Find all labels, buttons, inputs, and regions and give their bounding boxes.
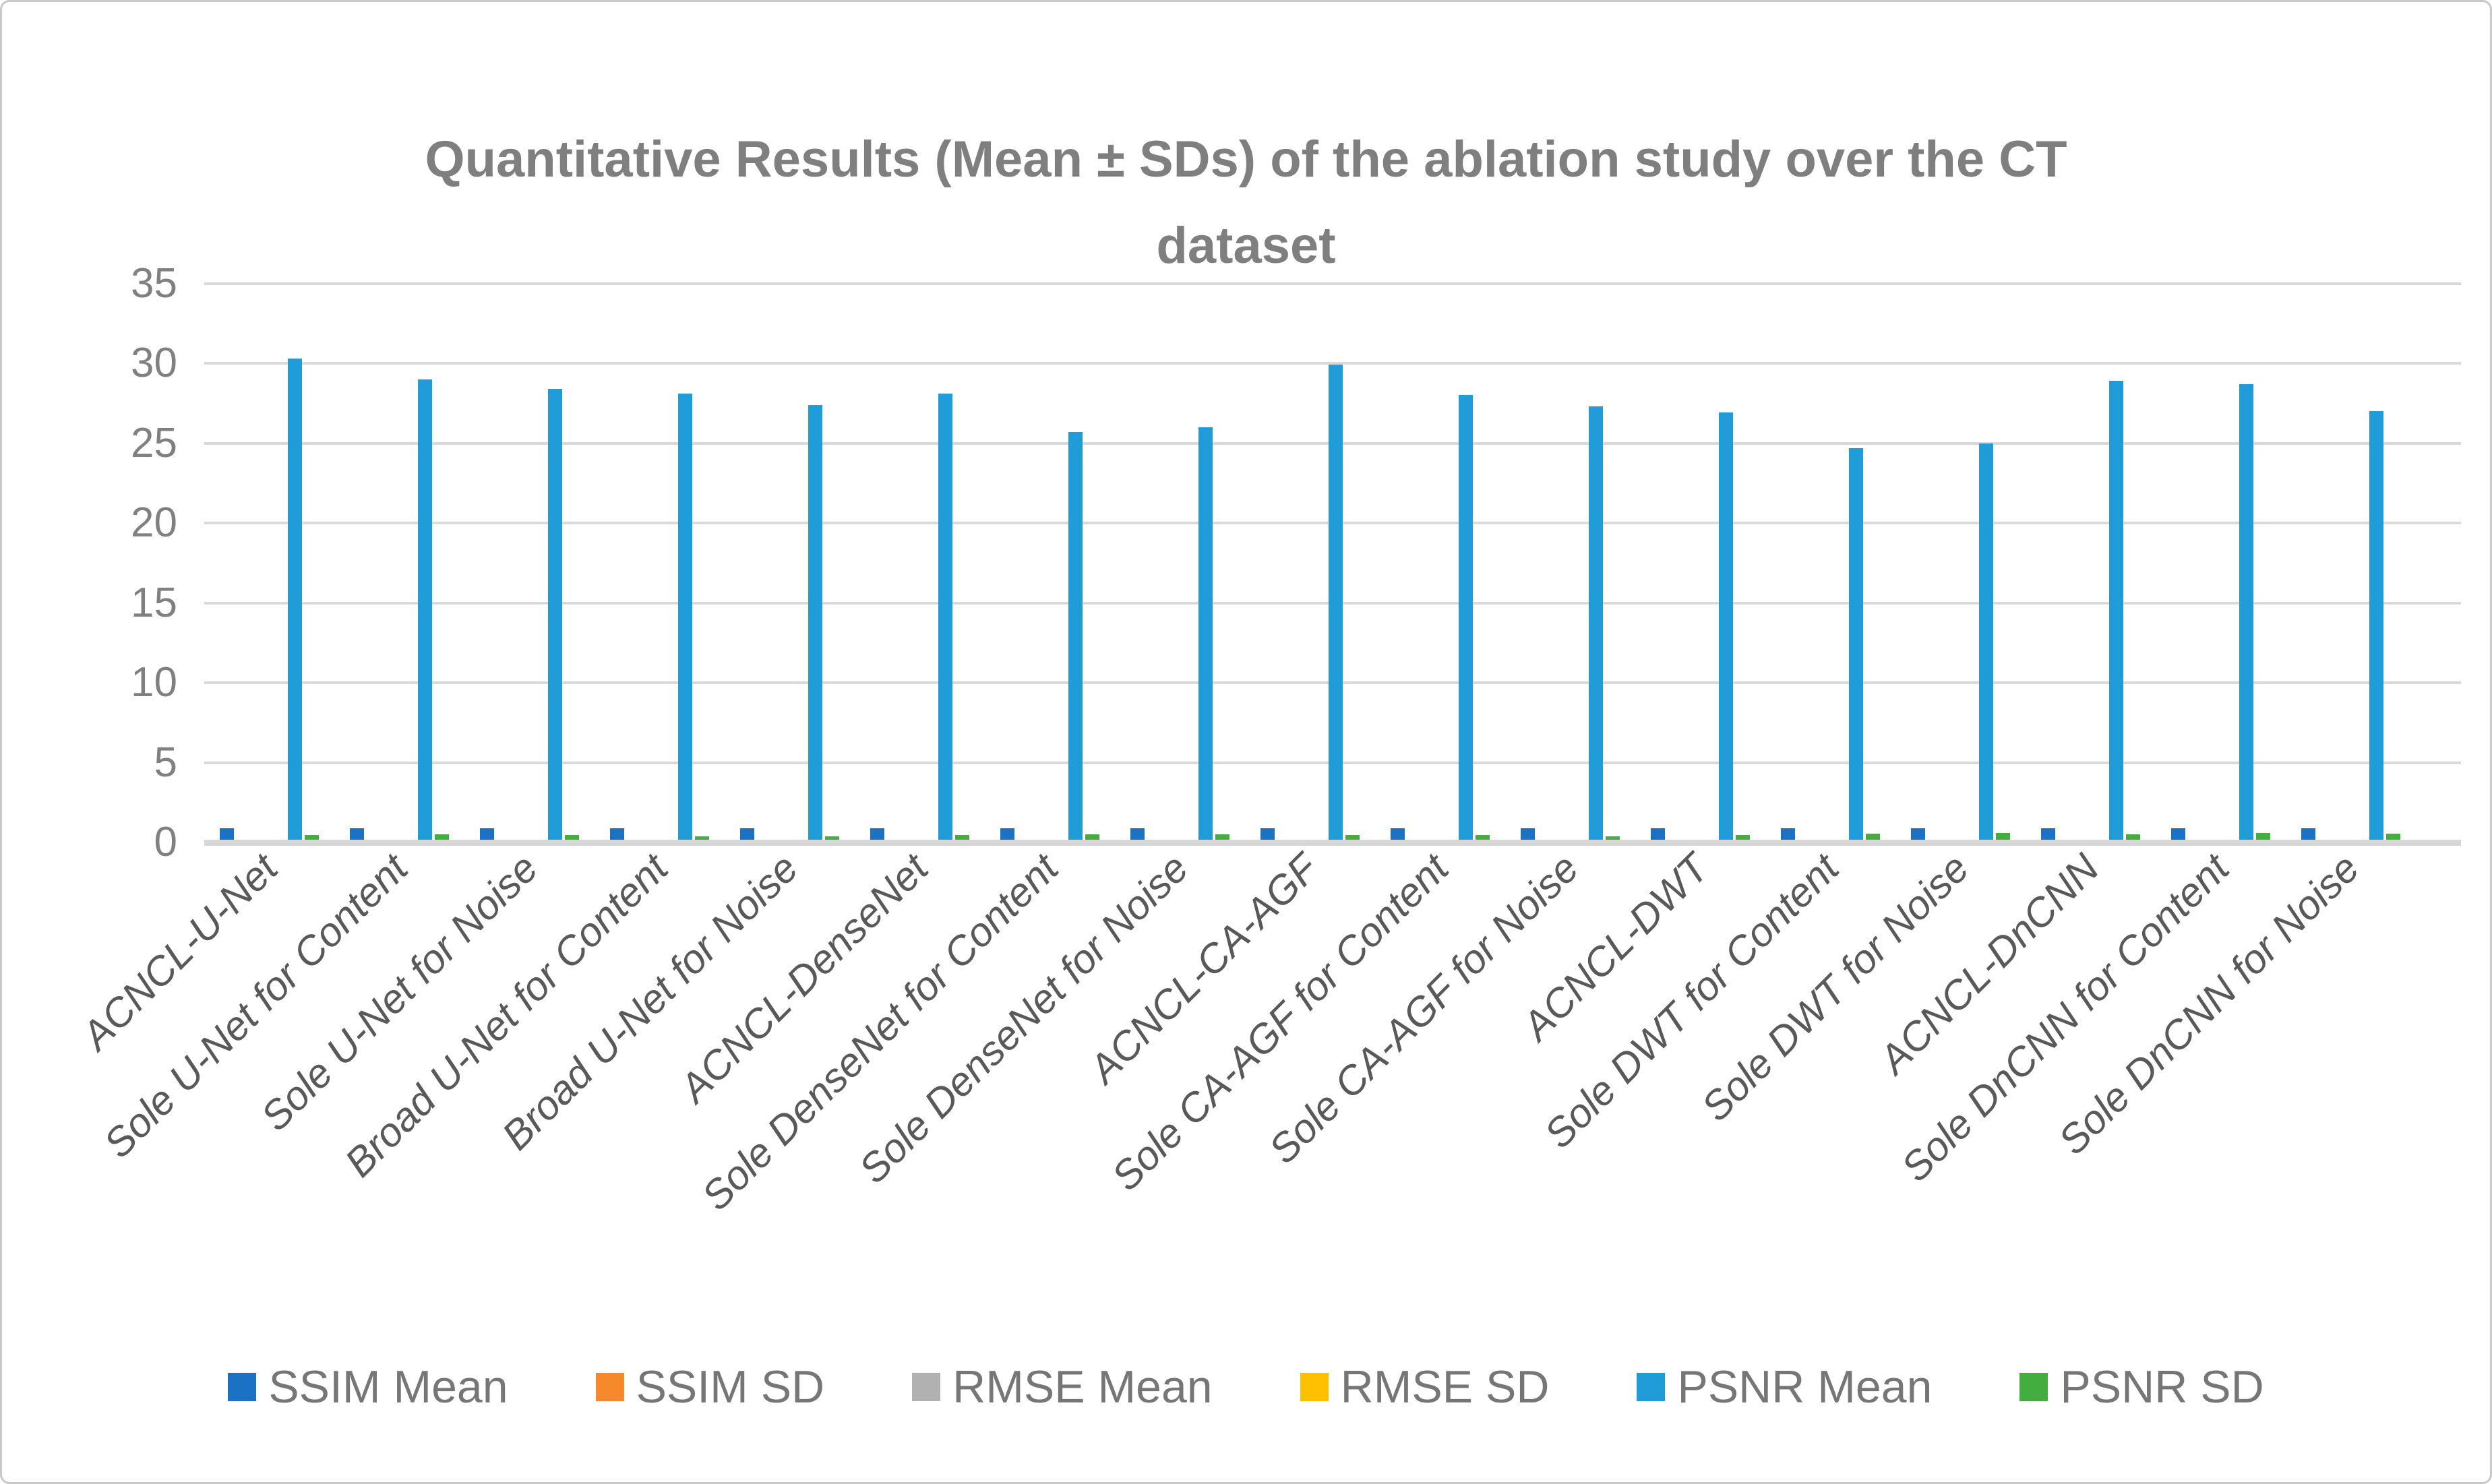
legend-label: PSNR SD [2060, 1361, 2264, 1413]
bar-ssim-mean [1390, 828, 1405, 842]
x-axis-label: ACNCL-DenseNet [671, 845, 937, 1111]
x-axis-label: Sole DnCNN for Content [1892, 845, 2238, 1191]
bar-psnr-mean [1978, 443, 1993, 842]
bar-ssim-mean [219, 828, 234, 842]
legend-item-rmse-sd: RMSE SD [1300, 1361, 1550, 1413]
x-axis-label: Sole DWT for Noise [1693, 845, 1978, 1130]
chart-title-line-2: dataset [1156, 217, 1336, 274]
bar-ssim-mean [1910, 828, 1925, 842]
bar-psnr-mean [2108, 381, 2123, 842]
x-axis-label: ACNCL-CA-AGF [1081, 845, 1327, 1092]
bar-psnr-mean [1718, 412, 1733, 842]
bar-ssim-mean [1260, 828, 1275, 842]
bar-ssim-mean [479, 828, 494, 842]
bar-psnr-sd [1345, 835, 1360, 842]
bar-psnr-mean [1198, 427, 1213, 842]
bar-psnr-sd [694, 836, 709, 842]
bar-psnr-mean [2369, 411, 2383, 842]
x-axis-label: Sole DWT for Content [1536, 845, 1848, 1157]
bar-psnr-mean [1068, 431, 1083, 842]
bar-ssim-mean [1000, 828, 1014, 842]
bar-psnr-sd [1605, 836, 1620, 842]
bar-psnr-mean [938, 394, 952, 842]
legend-item-psnr-mean: PSNR Mean [1637, 1363, 1932, 1411]
legend-label: SSIM SD [636, 1361, 825, 1413]
bar-psnr-mean [1458, 395, 1473, 842]
bar-psnr-mean [287, 358, 302, 842]
bar-ssim-mean [2170, 828, 2185, 842]
y-axis-tick-30: 30 [131, 340, 177, 386]
legend-label: SSIM Mean [268, 1361, 508, 1413]
legend-swatch-icon [2019, 1373, 2048, 1401]
x-axis-label: Broad U-Net for Noise [493, 845, 807, 1158]
chart-legend: SSIM Mean SSIM SD RMSE Mean RMSE SD PSNR Mea… [2, 1363, 2490, 1411]
y-axis-tick-20: 20 [131, 499, 177, 546]
legend-item-ssim-sd: SSIM SD [595, 1361, 825, 1413]
bar-ssim-mean [2040, 828, 2055, 842]
x-axis-label: Sole CA-AGF for Content [1103, 845, 1457, 1200]
bar-psnr-sd [824, 836, 839, 842]
x-axis-label: Sole U-Net for Noise [252, 845, 547, 1140]
chart-title: Quantitative Results (Mean ± SDs) of the… [2, 117, 2490, 289]
bar-psnr-sd [1215, 834, 1229, 842]
bar-psnr-sd [1735, 835, 1750, 842]
bar-psnr-mean [677, 394, 692, 842]
legend-swatch-icon [595, 1373, 624, 1401]
legend-swatch-icon [228, 1373, 257, 1401]
bar-ssim-mean [1520, 828, 1535, 842]
x-axis-label: ACNCL-DnCNN [1871, 845, 2108, 1082]
y-axis-tick-5: 5 [154, 739, 177, 786]
bar-psnr-mean [808, 404, 822, 842]
bar-ssim-mean [609, 828, 624, 842]
legend-item-rmse-mean: RMSE Mean [912, 1361, 1213, 1413]
bar-psnr-mean [1848, 447, 1863, 842]
bar-ssim-mean [1130, 828, 1145, 842]
bar-psnr-sd [1475, 835, 1490, 842]
y-axis-tick-25: 25 [131, 419, 177, 466]
legend-label: RMSE Mean [952, 1361, 1213, 1413]
legend-swatch-icon [1300, 1373, 1329, 1401]
bar-psnr-sd [304, 835, 319, 842]
x-axis-label: Sole CA-AGF for Noise [1260, 845, 1587, 1173]
x-axis-label: Sole DnCNN for Noise [2050, 845, 2368, 1164]
legend-swatch-icon [1637, 1373, 1666, 1401]
legend-item-ssim-mean: SSIM Mean [228, 1363, 508, 1411]
y-axis-tick-15: 15 [131, 579, 177, 626]
bar-ssim-mean [739, 828, 754, 842]
x-axis-label: ACNCL-DWT [1513, 845, 1718, 1049]
legend-label: RMSE SD [1340, 1361, 1550, 1413]
y-axis-tick-10: 10 [131, 659, 177, 706]
bar-ssim-mean [1650, 828, 1665, 842]
gridline-y-35 [204, 282, 2461, 285]
x-axis-label: Broad U-Net for Content [336, 845, 677, 1186]
bar-ssim-mean [1780, 828, 1795, 842]
bar-psnr-mean [1328, 365, 1343, 842]
bar-psnr-mean [2239, 383, 2253, 842]
bar-psnr-sd [1085, 834, 1099, 842]
bar-ssim-mean [870, 828, 884, 842]
bar-psnr-sd [2125, 834, 2140, 842]
legend-label: PSNR Mean [1677, 1361, 1933, 1413]
x-axis-label: Sole DenseNet for Noise [850, 845, 1197, 1192]
x-axis-label: Sole DenseNet for Content [693, 845, 1067, 1219]
legend-swatch-icon [912, 1373, 941, 1401]
x-axis-line [204, 840, 2461, 846]
bar-psnr-mean [547, 388, 562, 842]
bar-psnr-mean [417, 379, 432, 842]
chart-title-line-1: Quantitative Results (Mean ± SDs) of the… [425, 131, 2067, 188]
bar-ssim-mean [349, 828, 364, 842]
gridline-y-30 [204, 362, 2461, 365]
bar-psnr-sd [434, 834, 449, 842]
y-axis-tick-0: 0 [154, 819, 177, 865]
bar-psnr-sd [564, 835, 579, 842]
bar-ssim-mean [2301, 828, 2315, 842]
bar-psnr-sd [954, 835, 969, 842]
y-axis-tick-35: 35 [131, 259, 177, 307]
bar-psnr-mean [1588, 406, 1603, 842]
legend-item-psnr-sd: PSNR SD [2019, 1361, 2264, 1413]
